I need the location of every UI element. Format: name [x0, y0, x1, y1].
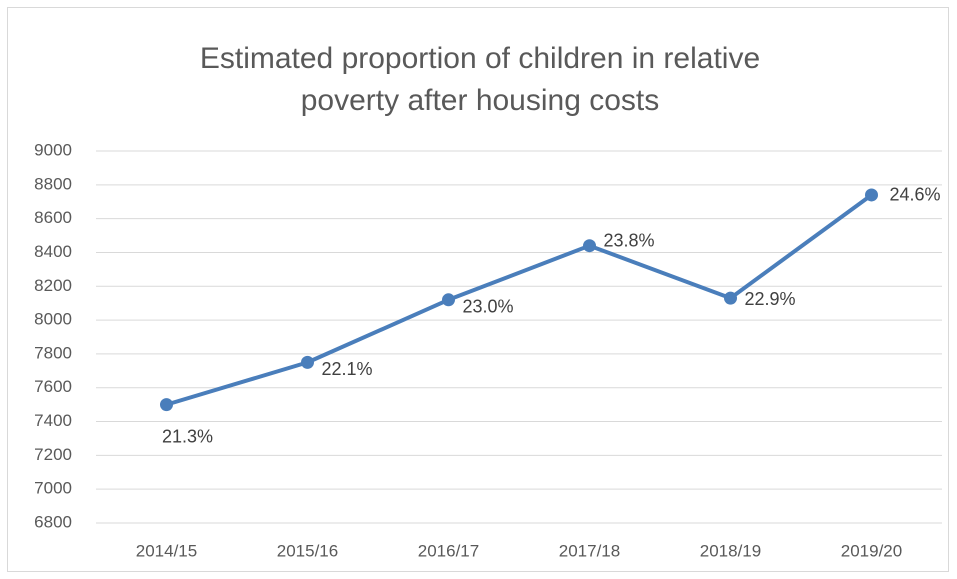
- data-point: [724, 291, 737, 305]
- x-tick-label: 2014/15: [136, 541, 197, 560]
- point-label: 23.0%: [463, 297, 514, 317]
- data-point: [865, 188, 878, 202]
- data-point: [442, 293, 455, 307]
- data-point: [160, 398, 173, 412]
- chart-border: [7, 7, 949, 572]
- chart-title: Estimated proportion of children in rela…: [199, 42, 761, 117]
- y-tick-label: 6800: [34, 512, 72, 531]
- x-tick-label: 2018/19: [700, 541, 761, 560]
- y-tick-label: 7200: [34, 445, 72, 464]
- y-tick-label: 8800: [34, 174, 72, 193]
- y-tick-label: 8000: [34, 310, 72, 329]
- y-tick-label: 7600: [34, 377, 72, 396]
- y-tick-label: 9000: [34, 140, 72, 159]
- point-label: 23.8%: [604, 230, 655, 250]
- x-tick-label: 2017/18: [559, 541, 620, 560]
- data-line: [165, 193, 873, 407]
- point-label: 22.1%: [322, 359, 373, 379]
- y-tick-label: 7400: [34, 411, 72, 430]
- data-point: [583, 239, 596, 253]
- point-label: 21.3%: [162, 426, 213, 446]
- data-point: [301, 355, 314, 369]
- y-tick-label: 8400: [34, 242, 72, 261]
- x-tick-label: 2016/17: [418, 541, 479, 560]
- y-tick-label: 8200: [34, 276, 72, 295]
- x-tick-label: 2019/20: [841, 541, 902, 560]
- y-tick-label: 7800: [34, 343, 72, 362]
- y-tick-label: 7000: [34, 479, 72, 498]
- y-tick-label: 8600: [34, 208, 72, 227]
- point-label: 24.6%: [890, 185, 941, 205]
- point-label: 22.9%: [745, 289, 796, 309]
- x-tick-label: 2015/16: [277, 541, 338, 560]
